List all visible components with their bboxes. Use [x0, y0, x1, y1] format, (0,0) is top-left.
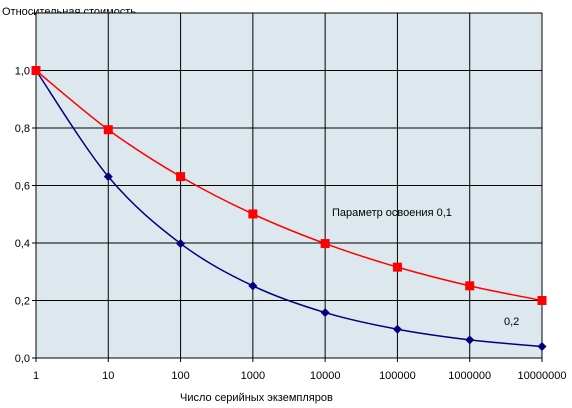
x-tick-label: 10000	[310, 370, 341, 382]
y-tick-labels: 0,0 0,2 0,4 0,6 0,8 1,0	[15, 66, 30, 366]
data-point-diamond	[248, 281, 258, 291]
data-point-diamond	[465, 335, 475, 345]
y-tick-label: 0,0	[15, 353, 30, 365]
y-tick-label: 0,6	[15, 181, 30, 193]
marker-layer	[31, 66, 547, 351]
data-point-diamond	[537, 342, 547, 351]
x-tick-label: 100000	[379, 370, 416, 382]
data-point-square	[320, 239, 330, 249]
x-tick-label: 10000000	[518, 370, 567, 382]
y-tick-label: 0,4	[15, 238, 30, 250]
data-point-square	[392, 262, 402, 272]
y-tick-label: 1,0	[15, 66, 30, 78]
data-point-square	[248, 209, 258, 219]
y-tick-label: 0,2	[15, 296, 30, 308]
x-axis-label: Число серийных экземпляров	[180, 392, 333, 404]
x-tick-label: 1000000	[448, 370, 491, 382]
data-point-diamond	[176, 239, 186, 249]
data-point-diamond	[392, 324, 402, 334]
data-point-square	[176, 172, 186, 182]
data-point-square	[31, 66, 41, 75]
x-tick-labels: 1 10 100 1000 10000 100000 1000000 10000000	[33, 370, 567, 382]
series-label-red: Параметр освоения 0,1	[332, 207, 452, 219]
x-tick-label: 1	[33, 370, 39, 382]
x-tick-label: 100	[171, 370, 189, 382]
data-point-diamond	[320, 308, 330, 318]
x-tick-label: 10	[102, 370, 114, 382]
data-point-diamond	[103, 172, 113, 182]
data-point-square	[465, 281, 475, 291]
x-tick-label: 1000	[241, 370, 265, 382]
series-label-blue: 0,2	[504, 316, 519, 328]
y-tick-label: 0,8	[15, 123, 30, 135]
data-point-square	[103, 125, 113, 135]
data-point-square	[537, 296, 547, 305]
